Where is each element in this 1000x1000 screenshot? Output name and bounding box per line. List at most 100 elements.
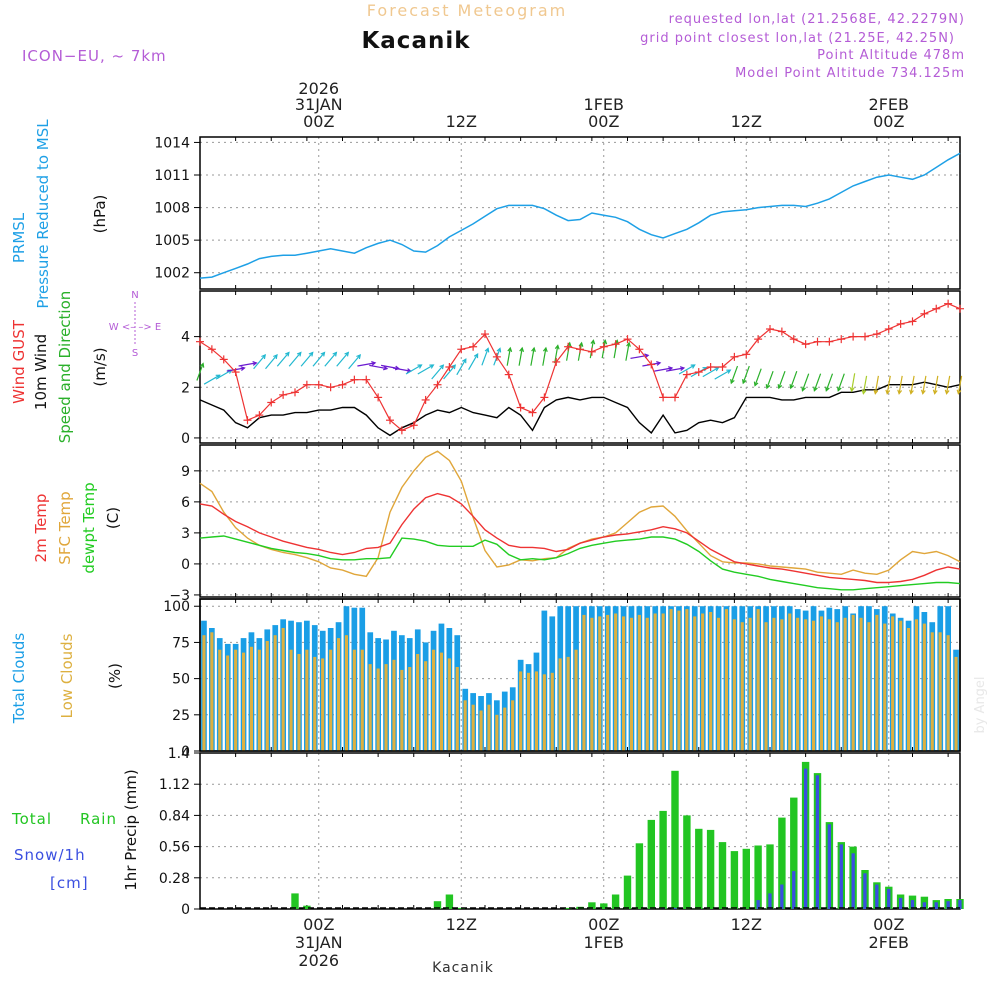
top-label-date: 1FEB	[584, 95, 624, 114]
wind-arrow-shaft	[678, 364, 695, 375]
y-tick-label: 0.28	[159, 871, 190, 887]
wind-arrow-head	[240, 366, 246, 371]
snow-bar	[827, 824, 831, 909]
wind-arrow-shaft	[324, 352, 337, 367]
wind-arrow-head	[296, 351, 302, 357]
gust-marker	[326, 383, 335, 392]
gust-marker	[682, 370, 691, 379]
wind-arrow-shaft	[957, 375, 963, 394]
gust-marker	[766, 325, 774, 333]
wind-arrow-shaft	[481, 348, 489, 366]
rain-label: Rain	[80, 810, 117, 828]
low-cloud-bar	[305, 649, 309, 751]
wind-arrow	[253, 354, 267, 370]
gust-marker	[944, 299, 953, 308]
gust-marker	[825, 337, 834, 346]
wind-arrow-shaft	[542, 347, 547, 366]
rain-bar	[623, 875, 632, 909]
wind-arrow	[203, 374, 221, 385]
low-cloud-bar	[574, 649, 578, 751]
temp-sfc-label: SFC Temp	[56, 491, 74, 564]
gust-marker	[481, 330, 489, 339]
low-cloud-bar	[772, 617, 776, 751]
y-tick-label: 1005	[154, 233, 190, 249]
wind-dir-label: Speed and Direction	[56, 291, 74, 444]
footer-location: Kacanik	[432, 960, 494, 976]
y-tick-label: 4	[181, 330, 190, 346]
wind-arrow	[300, 351, 314, 367]
bottom-label-date: 1FEB	[584, 933, 624, 952]
temp-ylabel: (C)	[104, 507, 122, 529]
wind-arrow-shaft	[665, 367, 685, 372]
wind-arrow-head	[885, 389, 891, 395]
wind-arrow-head	[484, 347, 490, 353]
low-cloud-bar	[851, 614, 855, 751]
wind-arrow	[265, 354, 278, 370]
wind-arrow-head	[849, 387, 855, 393]
y-tick-label: 2	[181, 380, 190, 396]
low-cloud-bar	[922, 623, 926, 751]
wind-arrow	[589, 339, 596, 359]
panel-frame-top	[199, 598, 961, 752]
wind-arrow	[789, 370, 798, 390]
low-cloud-bar	[907, 628, 911, 751]
wind-arrow-head	[873, 389, 879, 395]
gust-marker	[884, 325, 893, 333]
wind-arrow-shaft	[862, 375, 868, 394]
grid-point-coords: grid point closest lon,lat (21.25E, 42.2…	[640, 31, 955, 46]
wind-arrow	[944, 375, 951, 395]
wind-arrow-head	[519, 346, 525, 352]
y-tick-label: −3	[169, 588, 190, 604]
wind-arrow-shaft	[813, 373, 822, 391]
wind-arrow-shaft	[837, 373, 845, 391]
low-cloud-bar	[566, 656, 570, 751]
wind-arrow-shaft	[348, 354, 361, 370]
wind-arrow-head	[801, 386, 806, 392]
low-cloud-bar	[867, 622, 871, 751]
wind-arrow	[956, 375, 963, 395]
wind-arrow-head	[461, 358, 467, 364]
low-cloud-bar	[590, 617, 594, 751]
rain-bar	[647, 819, 655, 909]
wind-arrow-head	[777, 384, 783, 390]
y-tick-label: 0	[181, 431, 190, 447]
low-cloud-bar	[685, 609, 689, 751]
bottom-label-time: 00Z	[303, 915, 334, 934]
wind-arrow-head	[837, 386, 842, 392]
snow-bar	[934, 902, 938, 909]
wind-arrow-head	[554, 344, 560, 350]
low-cloud-bar	[542, 674, 546, 751]
y-tick-label: 1002	[154, 266, 190, 282]
wind-arrow-head	[726, 369, 732, 374]
bottom-label-time: 12Z	[731, 915, 762, 934]
low-cloud-bar	[661, 613, 665, 751]
snow-bar	[958, 900, 962, 909]
low-cloud-bar	[938, 632, 942, 751]
gust-marker	[694, 368, 703, 377]
rain-bar	[718, 842, 727, 909]
low-cloud-bar	[479, 710, 483, 751]
low-cloud-bar	[717, 617, 721, 751]
wind-arrow-shaft	[766, 370, 774, 389]
gust-marker	[469, 342, 478, 351]
wind-arrow-head	[825, 386, 830, 392]
y-tick-label: 75	[172, 635, 190, 651]
top-label-year: 2026	[298, 79, 339, 98]
wind-arrow-head	[507, 346, 513, 352]
wind-arrow	[765, 370, 774, 390]
rain-bar	[433, 901, 442, 909]
pressure-line	[199, 152, 961, 279]
clouds-panel: Total Clouds Low Clouds (%) by Angel 100…	[10, 598, 988, 760]
low-cloud-bar	[693, 616, 697, 751]
low-cloud-bar	[534, 671, 538, 751]
gust-marker	[932, 304, 941, 313]
snow-bar	[673, 907, 677, 909]
wind-arrow	[920, 375, 927, 395]
wind-arrow-head	[496, 347, 502, 353]
gust-marker	[433, 380, 442, 389]
wind-10m-line	[199, 381, 961, 437]
gust-marker	[457, 345, 466, 354]
rain-bar	[790, 797, 798, 909]
clouds-ylabel: (%)	[106, 663, 124, 689]
low-cloud-bar	[558, 658, 562, 751]
